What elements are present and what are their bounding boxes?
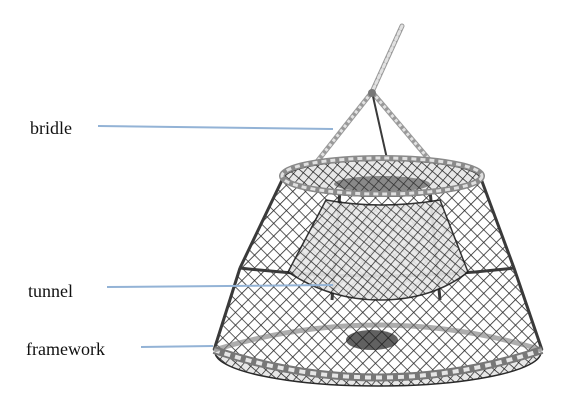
leader-line-tunnel bbox=[106, 284, 334, 288]
label-tunnel: tunnel bbox=[28, 281, 73, 301]
label-bridle: bridle bbox=[30, 118, 72, 138]
leader-line-bridle bbox=[97, 125, 334, 130]
rope-rims bbox=[212, 155, 544, 382]
leader-line-framework bbox=[140, 345, 214, 348]
label-framework: framework bbox=[26, 339, 105, 359]
bridle-rope bbox=[309, 23, 441, 173]
tunnel-net bbox=[287, 199, 469, 350]
